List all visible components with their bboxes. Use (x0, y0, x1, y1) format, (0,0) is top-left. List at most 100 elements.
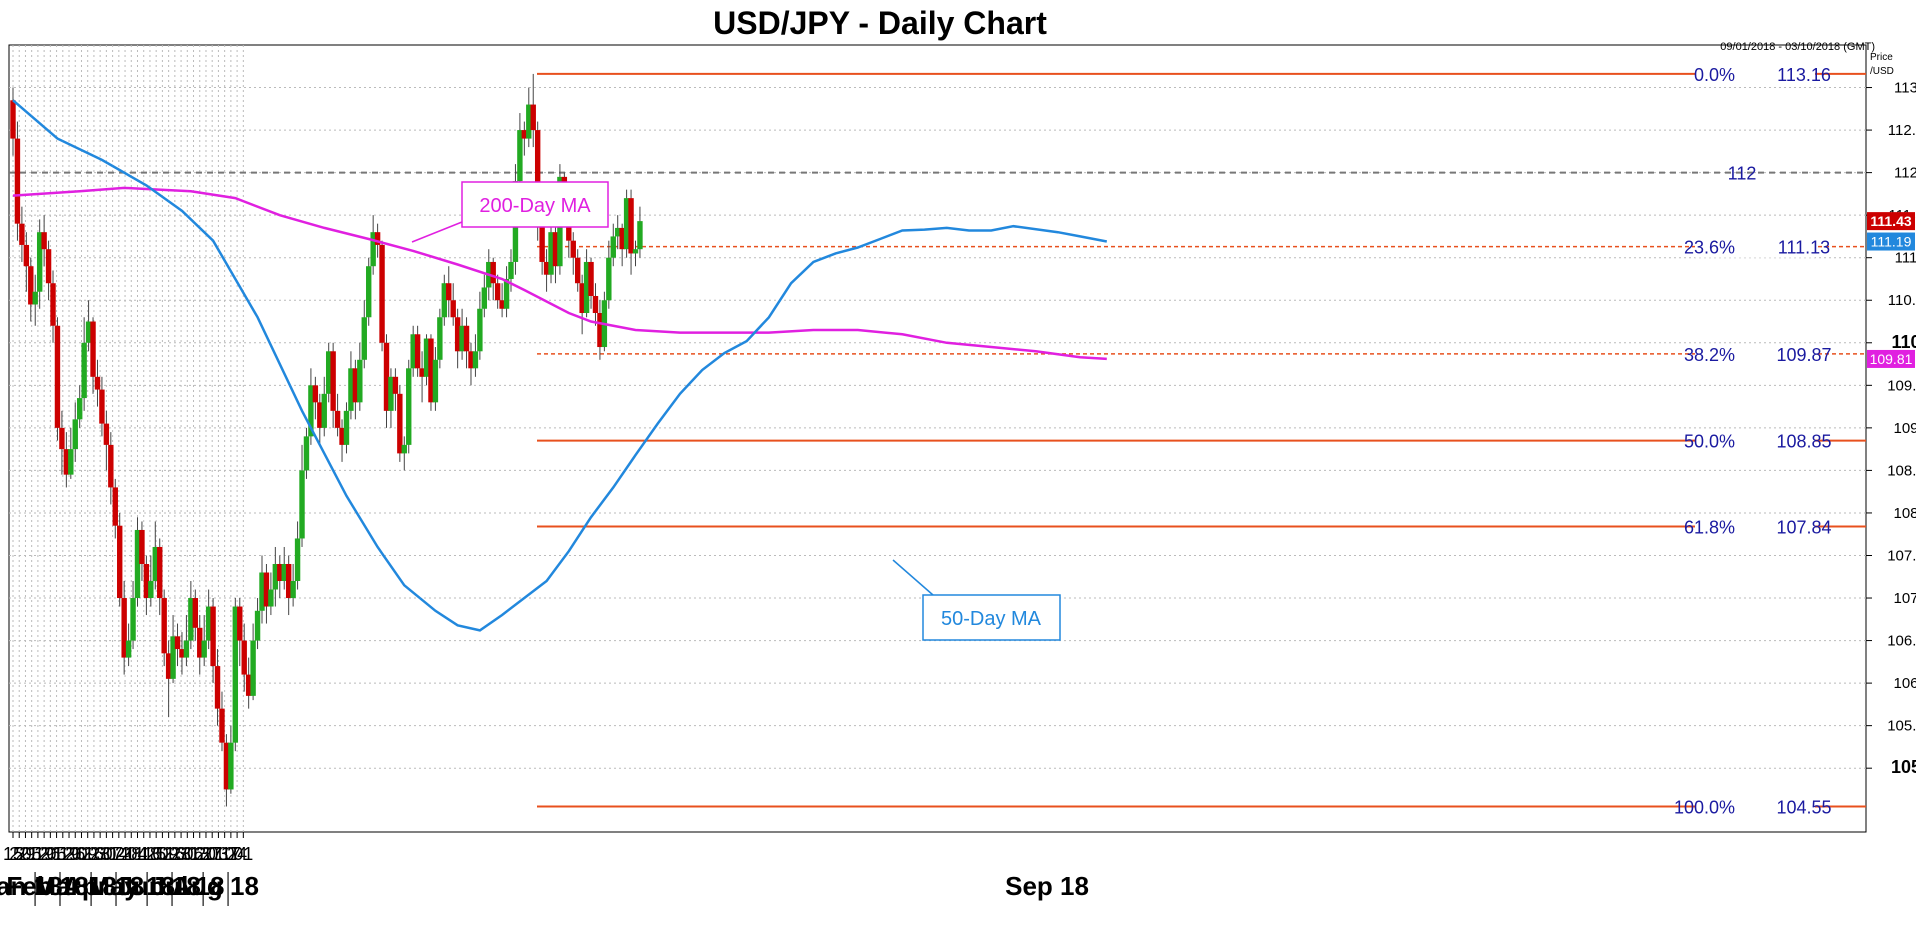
candle-body (210, 606, 216, 667)
candle (232, 598, 239, 752)
candles-layer (10, 73, 643, 807)
candle-body (68, 449, 74, 475)
fibonacci-label-bg (1695, 430, 1815, 452)
ma-200-tag: 109.81 (1867, 349, 1915, 368)
candle-body (490, 261, 496, 284)
candle-body (290, 581, 296, 599)
x-tick-label: 20 (196, 844, 216, 864)
fibonacci-label: 100.0% 104.55 (1674, 796, 1832, 818)
month-label: Aug 18 (172, 871, 259, 901)
candle (112, 478, 118, 539)
candle (463, 317, 470, 369)
candle (499, 283, 505, 318)
candle-body (383, 342, 390, 411)
candle (419, 351, 425, 403)
chart-date-range: 09/01/2018 - 03/10/2018 (GMT) (1720, 41, 1875, 53)
candle (588, 257, 594, 309)
candle-body (281, 563, 287, 582)
x-tick-label: 27 (202, 844, 222, 864)
y-tick-label: 110.5 (1888, 292, 1916, 309)
fibonacci-label-bg (1695, 516, 1815, 538)
candle-body (14, 138, 21, 224)
price-unit-line-1: Price (1870, 52, 1893, 63)
candle (517, 113, 523, 190)
candle-body (228, 742, 234, 790)
candle (472, 334, 479, 377)
fibonacci-label-bg (1695, 796, 1815, 818)
candle-body (570, 240, 576, 258)
fibonacci-level-value: 111.13 (1778, 238, 1830, 258)
candle (592, 283, 599, 326)
candle-body (148, 581, 154, 599)
candle (299, 444, 305, 547)
candle-body (312, 385, 319, 403)
candle-body (441, 283, 448, 318)
ma-50-callout-label: 50-Day MA (941, 608, 1042, 630)
reference-line-label: 112 (1728, 164, 1757, 184)
candle (103, 410, 110, 471)
candle (526, 87, 532, 148)
month-label: May 18 (88, 871, 175, 901)
candle (179, 632, 185, 675)
y-tick-label: 105 (1891, 757, 1916, 777)
candle-body (179, 649, 185, 658)
candle-body (366, 266, 372, 318)
candle (117, 512, 123, 607)
candle-body (632, 249, 639, 254)
candle (637, 206, 643, 258)
y-tick-label: 111 (1895, 250, 1916, 267)
candle-body (334, 410, 341, 428)
candle-body (108, 444, 114, 488)
y-tick-label: 109 (1893, 420, 1916, 437)
x-tick-label: 03 (208, 844, 228, 864)
x-tick-label: 30 (177, 844, 197, 864)
candle (152, 521, 158, 590)
x-tick-label: 19 (59, 844, 79, 864)
candle-body (419, 368, 425, 377)
candle (130, 581, 136, 650)
candle (170, 615, 176, 684)
candle-body (472, 351, 479, 369)
current-price-value: 111.43 (1870, 213, 1911, 229)
month-label: Jan 18 (0, 871, 63, 901)
candle (552, 223, 559, 284)
candle (494, 274, 501, 309)
candle (245, 657, 252, 709)
candle-body (437, 317, 443, 360)
candle (383, 334, 390, 428)
candle-body (263, 572, 270, 607)
x-tick-label: 12 (53, 844, 73, 864)
candle (272, 546, 279, 607)
candle (174, 623, 181, 667)
candle-body (552, 232, 559, 267)
candle (99, 376, 105, 437)
candle (379, 240, 385, 352)
candle (68, 427, 74, 479)
candle (579, 274, 585, 335)
candle (28, 257, 34, 322)
candle-body (517, 130, 523, 182)
x-tick-label: 14 (109, 844, 129, 864)
candle (477, 291, 483, 360)
candle-body (117, 525, 123, 599)
candle (317, 393, 323, 445)
candle-body (548, 232, 554, 275)
x-tick-label: 24 (227, 844, 247, 864)
candle (259, 555, 265, 624)
fibonacci-level-percent: 61.8% (1684, 518, 1735, 538)
candle (441, 274, 448, 326)
y-tick-label: 108.5 (1887, 462, 1916, 479)
candle-body (277, 563, 283, 582)
candle (125, 623, 132, 667)
candle (574, 249, 581, 292)
candle-body (619, 227, 625, 250)
candle (219, 691, 225, 752)
month-label: Jul 18 (151, 871, 225, 901)
candle-body (521, 130, 528, 139)
x-tick-label: 05 (22, 844, 42, 864)
x-axis: 1522290512192605121926020916233007142128… (0, 832, 1089, 906)
candle (543, 249, 550, 292)
candle (401, 436, 407, 471)
x-tick-label: 25 (146, 844, 166, 864)
month-label: Sep 18 (1005, 871, 1089, 901)
